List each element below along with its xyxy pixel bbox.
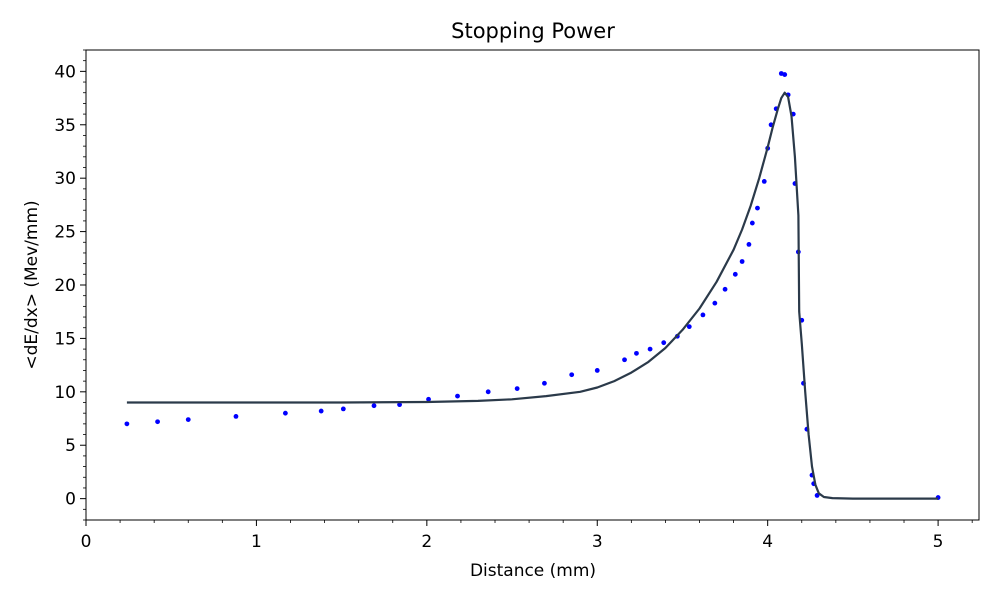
data-point	[542, 380, 547, 386]
data-point	[155, 419, 160, 425]
x-tick-label: 5	[933, 532, 944, 552]
data-point	[569, 372, 575, 378]
data-point	[712, 300, 718, 306]
data-point	[647, 346, 653, 352]
x-tick-label: 2	[421, 532, 432, 552]
y-tick-label: 30	[54, 169, 76, 189]
data-point	[340, 406, 346, 412]
y-tick-label: 10	[54, 383, 76, 403]
x-tick-label: 3	[592, 532, 603, 552]
data-point	[686, 324, 692, 330]
y-axis-ticks: 0 5 10 15 20 25 30 35 40	[54, 49, 86, 521]
y-tick-label: 40	[54, 62, 76, 82]
data-point	[397, 402, 402, 408]
y-tick-label: 25	[54, 223, 76, 243]
x-tick-label: 1	[251, 532, 262, 552]
data-point	[318, 408, 324, 414]
data-point	[761, 178, 767, 184]
data-point	[124, 421, 130, 427]
data-point	[700, 312, 706, 318]
data-point	[426, 396, 431, 402]
data-point	[755, 205, 760, 211]
data-point	[622, 357, 627, 363]
data-point	[749, 220, 755, 226]
data-point	[661, 340, 667, 346]
data-point	[722, 286, 728, 292]
chart-title: Stopping Power	[451, 19, 615, 43]
data-point	[732, 271, 738, 277]
data-point	[455, 393, 460, 399]
x-tick-label: 4	[762, 532, 773, 552]
x-tick-label: 0	[81, 532, 92, 552]
data-point	[371, 403, 377, 409]
fit-curve	[126, 91, 939, 500]
data-point	[233, 413, 239, 419]
y-tick-label: 35	[54, 116, 76, 136]
data-point	[746, 242, 752, 247]
plot-series	[124, 71, 941, 500]
data-point	[485, 389, 491, 395]
y-tick-label: 5	[65, 436, 76, 456]
data-point	[282, 410, 288, 416]
data-point	[185, 417, 191, 422]
data-point	[634, 350, 639, 356]
x-axis-label: Distance (mm)	[470, 561, 596, 581]
y-axis-label: <dE/dx> (Mev/mm)	[22, 200, 42, 369]
y-tick-label: 0	[65, 490, 76, 510]
data-point	[594, 368, 600, 373]
data-point	[739, 259, 745, 264]
y-tick-label: 15	[54, 329, 76, 349]
y-tick-label: 20	[54, 276, 76, 296]
data-point	[514, 386, 520, 392]
data-point	[782, 72, 788, 77]
plot-frame	[85, 49, 980, 521]
